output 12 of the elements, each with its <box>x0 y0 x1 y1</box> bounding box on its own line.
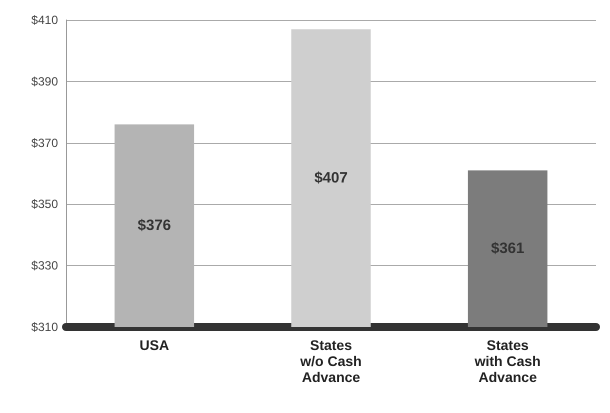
y-tick-label: $330 <box>31 258 58 273</box>
x-tick-label: States with Cash Advance <box>474 337 541 385</box>
x-tick-label: States w/o Cash Advance <box>299 337 362 385</box>
y-tick-label: $390 <box>31 74 58 88</box>
y-tick-label: $410 <box>31 13 58 27</box>
y-tick-label: $370 <box>31 136 58 150</box>
data-label: $361 <box>490 240 524 258</box>
y-tick-label: $350 <box>31 197 58 212</box>
y-tick-label: $310 <box>31 320 58 334</box>
x-tick-label: USA <box>140 337 170 353</box>
data-label: $407 <box>314 170 348 187</box>
data-label: $376 <box>138 217 172 234</box>
